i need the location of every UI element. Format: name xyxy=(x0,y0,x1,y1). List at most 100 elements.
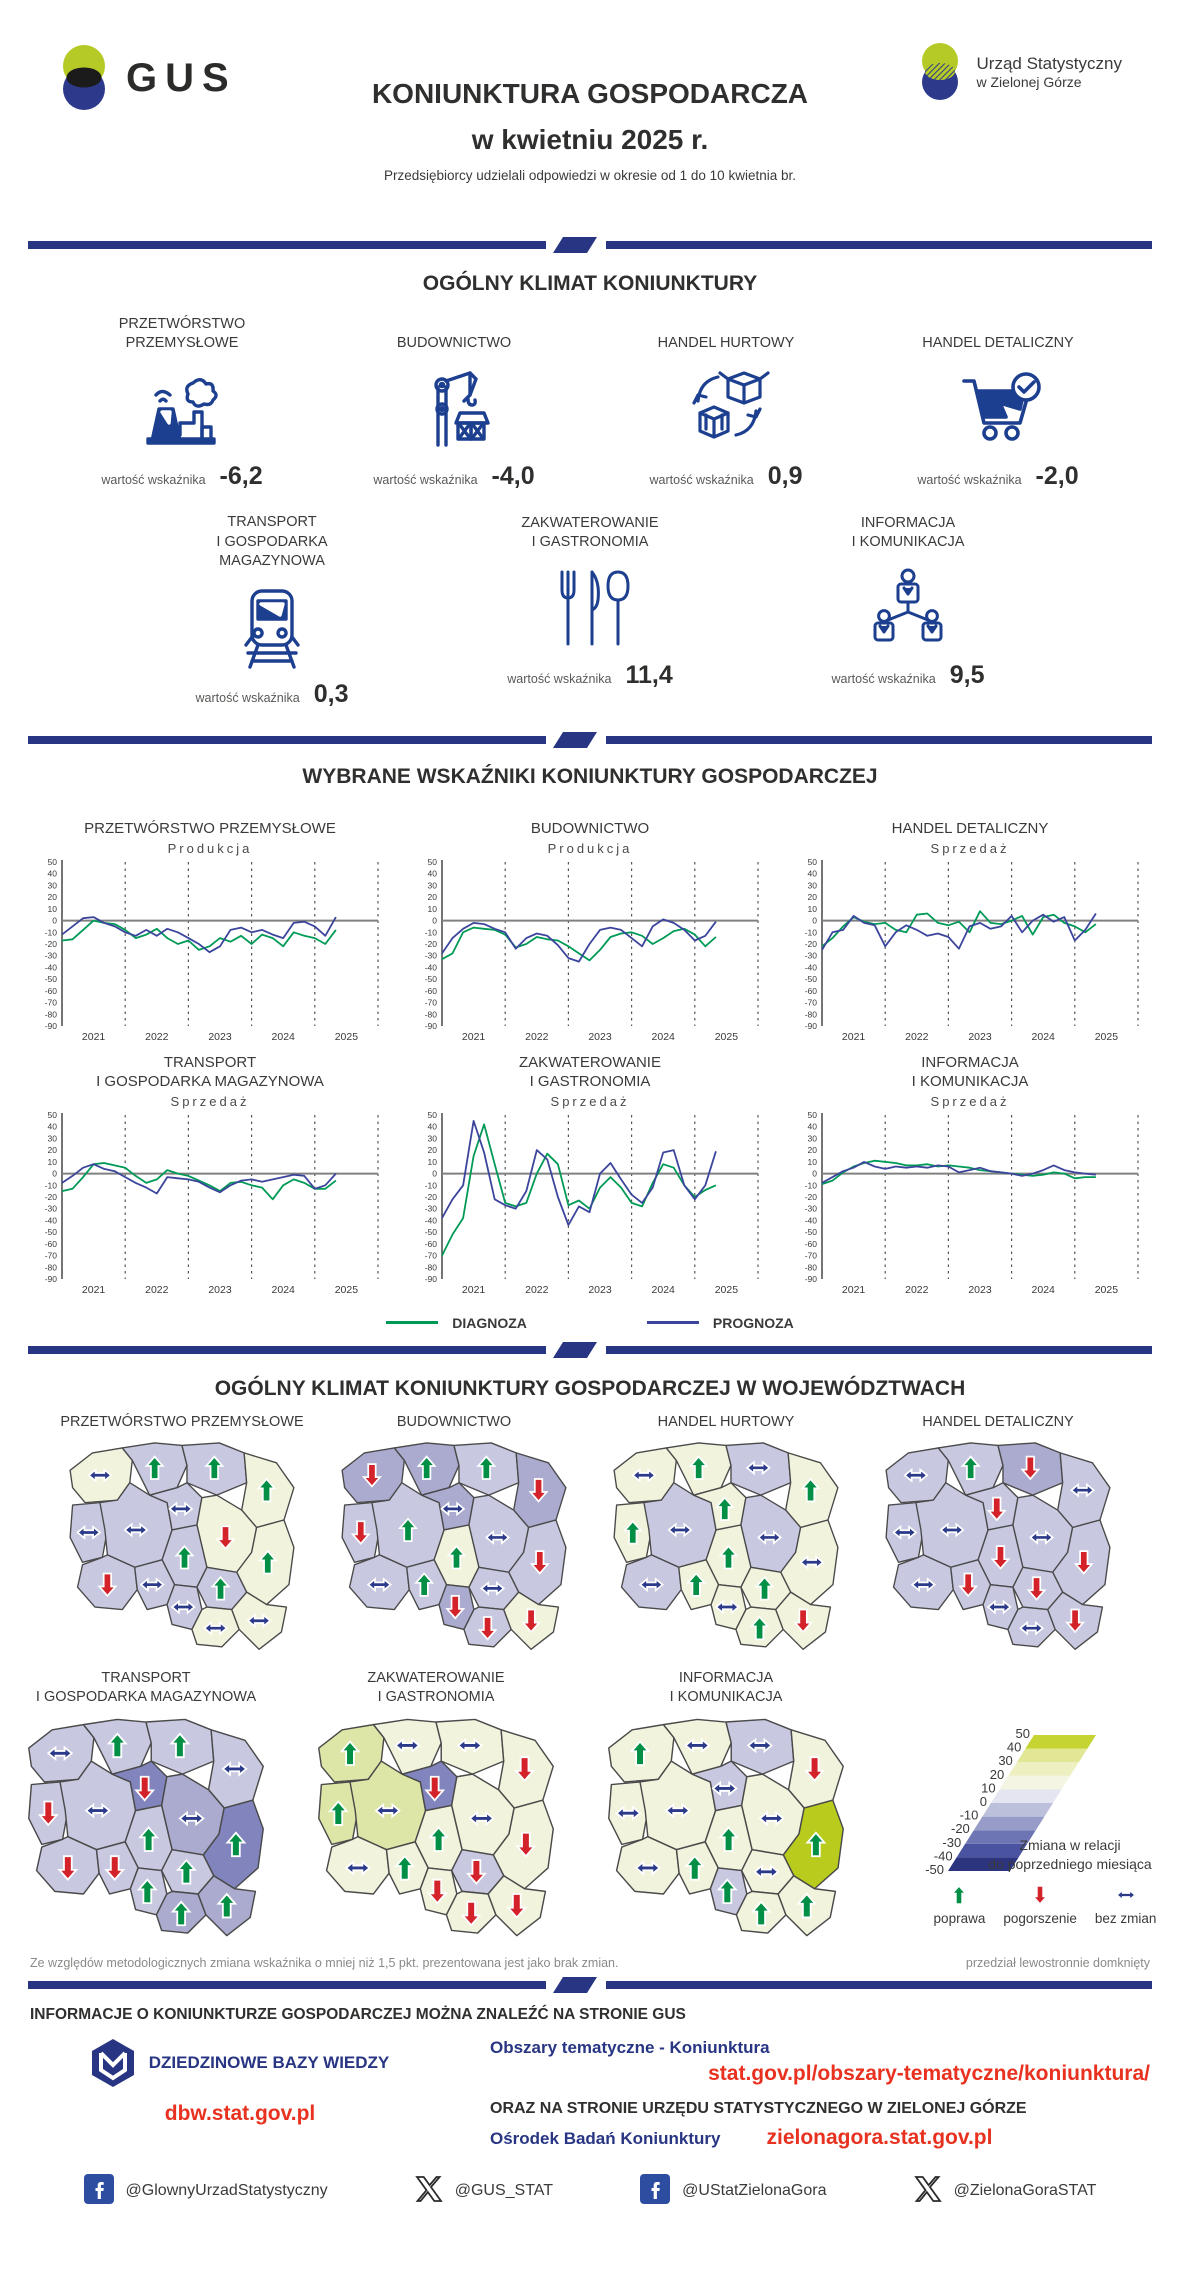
no-change-arrow-icon xyxy=(1115,1889,1136,1902)
svg-text:-80: -80 xyxy=(805,1262,818,1272)
indicator-name: ZAKWATEROWANIE I GASTRONOMIA xyxy=(521,514,659,551)
svg-text:0: 0 xyxy=(52,1168,57,1178)
map-box: HANDEL DETALICZNY xyxy=(873,1413,1123,1663)
social-handle[interactable]: @GlownyUrzadStatystyczny xyxy=(125,2182,328,2200)
svg-text:2022: 2022 xyxy=(525,1284,549,1296)
social-item[interactable]: @UStatZielonaGora xyxy=(640,2173,827,2209)
svg-text:2024: 2024 xyxy=(652,1031,676,1043)
facebook-icon[interactable] xyxy=(83,2173,114,2209)
indicator-name: BUDOWNICTWO xyxy=(396,335,512,352)
svg-text:40: 40 xyxy=(48,1121,58,1131)
x-icon[interactable] xyxy=(414,2175,443,2208)
social-item[interactable]: @GUS_STAT xyxy=(414,2175,554,2208)
social-handle[interactable]: @UStatZielonaGora xyxy=(682,2182,827,2200)
social-item[interactable]: @GlownyUrzadStatystyczny xyxy=(83,2173,328,2209)
x-icon[interactable] xyxy=(913,2175,942,2208)
worsen-arrow-icon xyxy=(350,1520,371,1545)
arrow-legend-item: bez zmian xyxy=(1095,1883,1156,1926)
no-change-arrow-icon xyxy=(664,1802,691,1819)
improve-arrow-icon xyxy=(796,1892,818,1919)
improve-arrow-icon xyxy=(394,1854,416,1881)
svg-text:30: 30 xyxy=(428,1133,438,1143)
legend-item: DIAGNOZA xyxy=(386,1315,527,1331)
improve-arrow-icon xyxy=(718,1825,740,1852)
svg-text:-90: -90 xyxy=(805,1274,818,1284)
factory-icon xyxy=(136,362,228,454)
svg-text:-40: -40 xyxy=(45,962,58,972)
svg-text:-20: -20 xyxy=(425,1192,438,1202)
maps-footnote: Ze względów metodologicznych zmiana wska… xyxy=(30,1955,619,1970)
chart-subtitle: Sprzedaż xyxy=(930,840,1010,856)
chart-subtitle: Sprzedaż xyxy=(550,1093,630,1109)
section3-title: OGÓLNY KLIMAT KONIUNKTURY GOSPODARCZEJ W… xyxy=(214,1376,966,1400)
svg-text:-30: -30 xyxy=(45,1203,58,1213)
worsen-arrow-icon xyxy=(1065,1608,1086,1633)
improve-arrow-icon xyxy=(174,1544,195,1570)
map-box: INFORMACJA I KOMUNIKACJA xyxy=(595,1669,857,1950)
topics-link[interactable]: stat.gov.pl/obszary-tematyczne/koniunktu… xyxy=(708,2061,1150,2085)
facebook-icon[interactable] xyxy=(640,2173,671,2209)
social-bar: @GlownyUrzadStatystyczny @GUS_STAT @UStatZ… xyxy=(0,2150,1180,2209)
poland-map xyxy=(613,1441,839,1650)
indicator-value: 0,3 xyxy=(313,679,349,708)
indicator-card: PRZETWÓRSTWO PRZEMYSŁOWE wartość wskaźnik… xyxy=(63,314,301,491)
indicator-value-label: wartość wskaźnika xyxy=(195,690,300,705)
indicator-name: TRANSPORT I GOSPODARKA MAGAZYNOWA xyxy=(216,514,328,570)
map-scale-legend: 50 40 30 20 10 0 -10 -20 -30 -40 -50 Zmiana w relac… xyxy=(885,1669,1165,1927)
svg-text:20: 20 xyxy=(428,892,438,902)
improve-arrow-icon xyxy=(210,1575,231,1601)
charts-grid: PRZETWÓRSTWO PRZEMYSŁOWE Produkcja 50 40 30 2… xyxy=(0,799,1180,1305)
indicator-value: 9,5 xyxy=(949,661,985,689)
svg-text:0: 0 xyxy=(980,1794,987,1809)
svg-text:2025: 2025 xyxy=(1095,1284,1119,1296)
svg-text:-90: -90 xyxy=(425,1021,438,1031)
indicator-card: BUDOWNICTWO wartość wskaźnika -4,0 xyxy=(335,314,573,491)
social-item[interactable]: @ZielonaGoraSTAT xyxy=(913,2175,1097,2208)
svg-text:-50: -50 xyxy=(425,1227,438,1237)
improve-arrow-icon xyxy=(257,1549,278,1575)
footer: INFORMACJE O KONIUNKTURZE GOSPODARCZEJ M… xyxy=(0,1990,1180,2150)
svg-text:-90: -90 xyxy=(805,1021,818,1031)
no-change-arrow-icon xyxy=(394,1737,421,1753)
worsen-arrow-icon xyxy=(460,1900,482,1927)
worsen-arrow-icon xyxy=(134,1775,156,1802)
svg-text:-90: -90 xyxy=(45,1274,58,1284)
dbw-link[interactable]: dbw.stat.gov.pl xyxy=(164,2101,316,2125)
chart-box: ZAKWATEROWANIE I GASTRONOMIA Sprzedaż 50 40 3… xyxy=(407,1052,773,1305)
svg-text:-20: -20 xyxy=(805,939,818,949)
improve-arrow-icon xyxy=(170,1900,192,1926)
svg-text:10: 10 xyxy=(428,1157,438,1167)
improve-arrow-icon xyxy=(216,1892,238,1919)
svg-text:10: 10 xyxy=(48,904,58,914)
svg-text:2023: 2023 xyxy=(588,1031,612,1043)
svg-text:-10: -10 xyxy=(425,927,438,937)
osrodek-link[interactable]: zielonagora.stat.gov.pl xyxy=(766,2125,993,2149)
worsen-arrow-icon xyxy=(97,1572,118,1597)
chart-subtitle: Produkcja xyxy=(547,840,633,856)
svg-text:20: 20 xyxy=(428,1145,438,1155)
gus-logo: GUS xyxy=(52,42,237,114)
prognoza-line xyxy=(61,915,337,953)
no-change-arrow-icon xyxy=(221,1760,248,1777)
svg-text:0: 0 xyxy=(812,915,817,925)
svg-text:-30: -30 xyxy=(425,1203,438,1213)
social-handle[interactable]: @ZielonaGoraSTAT xyxy=(953,2182,1097,2200)
cart-icon xyxy=(950,362,1046,454)
office-logo-line2: w Zielonej Górze xyxy=(976,74,1082,90)
social-handle[interactable]: @GUS_STAT xyxy=(454,2182,554,2200)
svg-text:2023: 2023 xyxy=(208,1284,232,1296)
improve-arrow-icon xyxy=(684,1854,706,1881)
indicator-card: HANDEL HURTOWY wartość wskaźnika 0,9 xyxy=(607,314,845,491)
improve-arrow-icon xyxy=(106,1732,128,1758)
worsen-arrow-icon xyxy=(1032,1885,1049,1906)
svg-text:2024: 2024 xyxy=(1032,1284,1056,1296)
improve-arrow-icon xyxy=(428,1825,450,1852)
worsen-arrow-icon xyxy=(514,1755,536,1782)
svg-text:-50: -50 xyxy=(45,1227,58,1237)
poland-map xyxy=(341,1441,567,1650)
train-icon xyxy=(228,580,316,672)
indicator-card: TRANSPORT I GOSPODARKA MAGAZYNOWA wartość … xyxy=(153,513,391,709)
svg-text:2024: 2024 xyxy=(272,1284,296,1296)
